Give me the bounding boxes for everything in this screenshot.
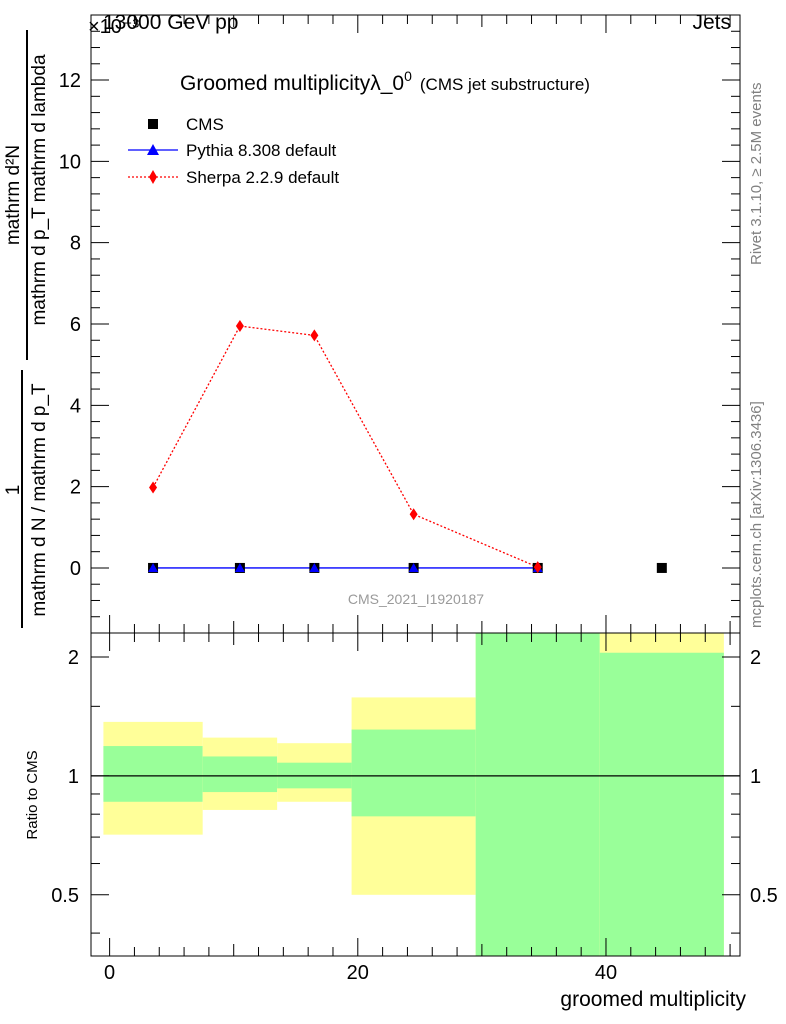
legend-sherpa-marker: [149, 170, 157, 184]
ratio-y-tick-label-left: 0.5: [51, 885, 79, 907]
main-series: [148, 320, 667, 574]
header-right-text: Jets: [692, 11, 731, 34]
ratio-inner-band: [103, 746, 203, 802]
pythia-point: [309, 562, 320, 572]
y-tick-label: 6: [70, 314, 81, 336]
sherpa-point: [235, 320, 244, 333]
legend-pythia-label: Pythia 8.308 default: [186, 141, 337, 160]
y-tick-label: 2: [70, 477, 81, 499]
x-tick-label: 0: [104, 962, 115, 984]
pythia-point: [408, 562, 419, 572]
chart-title: Groomed multiplicityλ_00 (CMS jet substru…: [180, 68, 590, 95]
legend: CMS Pythia 8.308 default Sherpa 2.2.9 de…: [128, 115, 339, 187]
y-tick-label: 12: [59, 70, 81, 92]
main-axis-ticks: 0 2 4 6 8 10 12: [59, 15, 740, 634]
legend-entry-pythia: Pythia 8.308 default: [128, 141, 337, 160]
y-exponent-text: ×10⁻³: [88, 16, 139, 38]
mcplots-label: mcplots.cern.ch [arXiv:1306.3436]: [748, 401, 765, 628]
ratio-y-tick-label-right: 1: [750, 766, 761, 788]
y-label-numerator-1: mathrm d²N: [3, 145, 24, 245]
x-axis-label: groomed multiplicity: [560, 988, 746, 1011]
legend-entry-cms: CMS: [148, 115, 224, 134]
x-tick-label: 20: [347, 962, 369, 984]
y-tick-label: 8: [70, 233, 81, 255]
ratio-bands: [91, 633, 740, 956]
legend-cms-label: CMS: [186, 115, 224, 134]
legend-entry-sherpa: Sherpa 2.2.9 default: [128, 168, 339, 187]
watermark-text: CMS_2021_I1920187: [348, 591, 484, 607]
ratio-y-label: Ratio to CMS: [24, 750, 41, 839]
ratio-plot-frame: [90, 632, 741, 957]
chart-title-sup: 0: [404, 68, 412, 84]
y-tick-label: 4: [70, 395, 81, 417]
pythia-point: [148, 562, 159, 572]
sherpa-point: [409, 508, 418, 521]
ratio-inner-band: [202, 756, 278, 793]
ratio-y-tick-label-right: 0.5: [750, 885, 778, 907]
chart-title-main: Groomed multiplicityλ_0: [180, 72, 404, 95]
sherpa-point: [310, 329, 319, 342]
ratio-inner-band: [599, 652, 724, 956]
ratio-panel: 0.5 0.51 12 20 20 40 Ratio to CMS groomed mul…: [24, 632, 778, 1011]
ratio-y-tick-label-right: 2: [750, 647, 761, 669]
rivet-label: Rivet 3.1.10, ≥ 2.5M events: [748, 83, 765, 266]
x-tick-label: 40: [595, 962, 617, 984]
main-panel: CMS_2021_I1920187 0 2 4 6 8 10 12: [59, 14, 741, 634]
legend-cms-marker: [148, 119, 158, 129]
ratio-axis-ticks: 0.5 0.51 12 20 20 40: [51, 633, 778, 984]
legend-sherpa-label: Sherpa 2.2.9 default: [186, 168, 339, 187]
pythia-point: [234, 562, 245, 572]
sherpa-point: [533, 561, 542, 574]
y-label-denominator: mathrm d N / mathrm d p_T: [29, 383, 50, 617]
y-tick-label: 0: [70, 558, 81, 580]
sherpa-line: [152, 325, 538, 568]
legend-pythia-marker: [147, 144, 159, 155]
y-label-one: 1: [3, 485, 24, 496]
ratio-y-tick-label-left: 1: [68, 766, 79, 788]
ratio-y-tick-label-left: 2: [68, 647, 79, 669]
sherpa-point: [149, 481, 158, 494]
ratio-inner-band: [351, 729, 476, 817]
main-y-label: 1 mathrm d²N mathrm d p_T mathrm d lambd…: [3, 30, 50, 628]
cms-point: [656, 562, 667, 573]
main-plot-frame: [90, 14, 741, 634]
y-label-numerator-2: mathrm d p_T mathrm d lambda: [29, 54, 50, 325]
chart-title-note: (CMS jet substructure): [420, 75, 590, 94]
ratio-inner-band: [475, 633, 600, 956]
y-tick-label: 10: [59, 151, 81, 173]
header-left-text: 13000 GeV pp: [103, 11, 238, 34]
